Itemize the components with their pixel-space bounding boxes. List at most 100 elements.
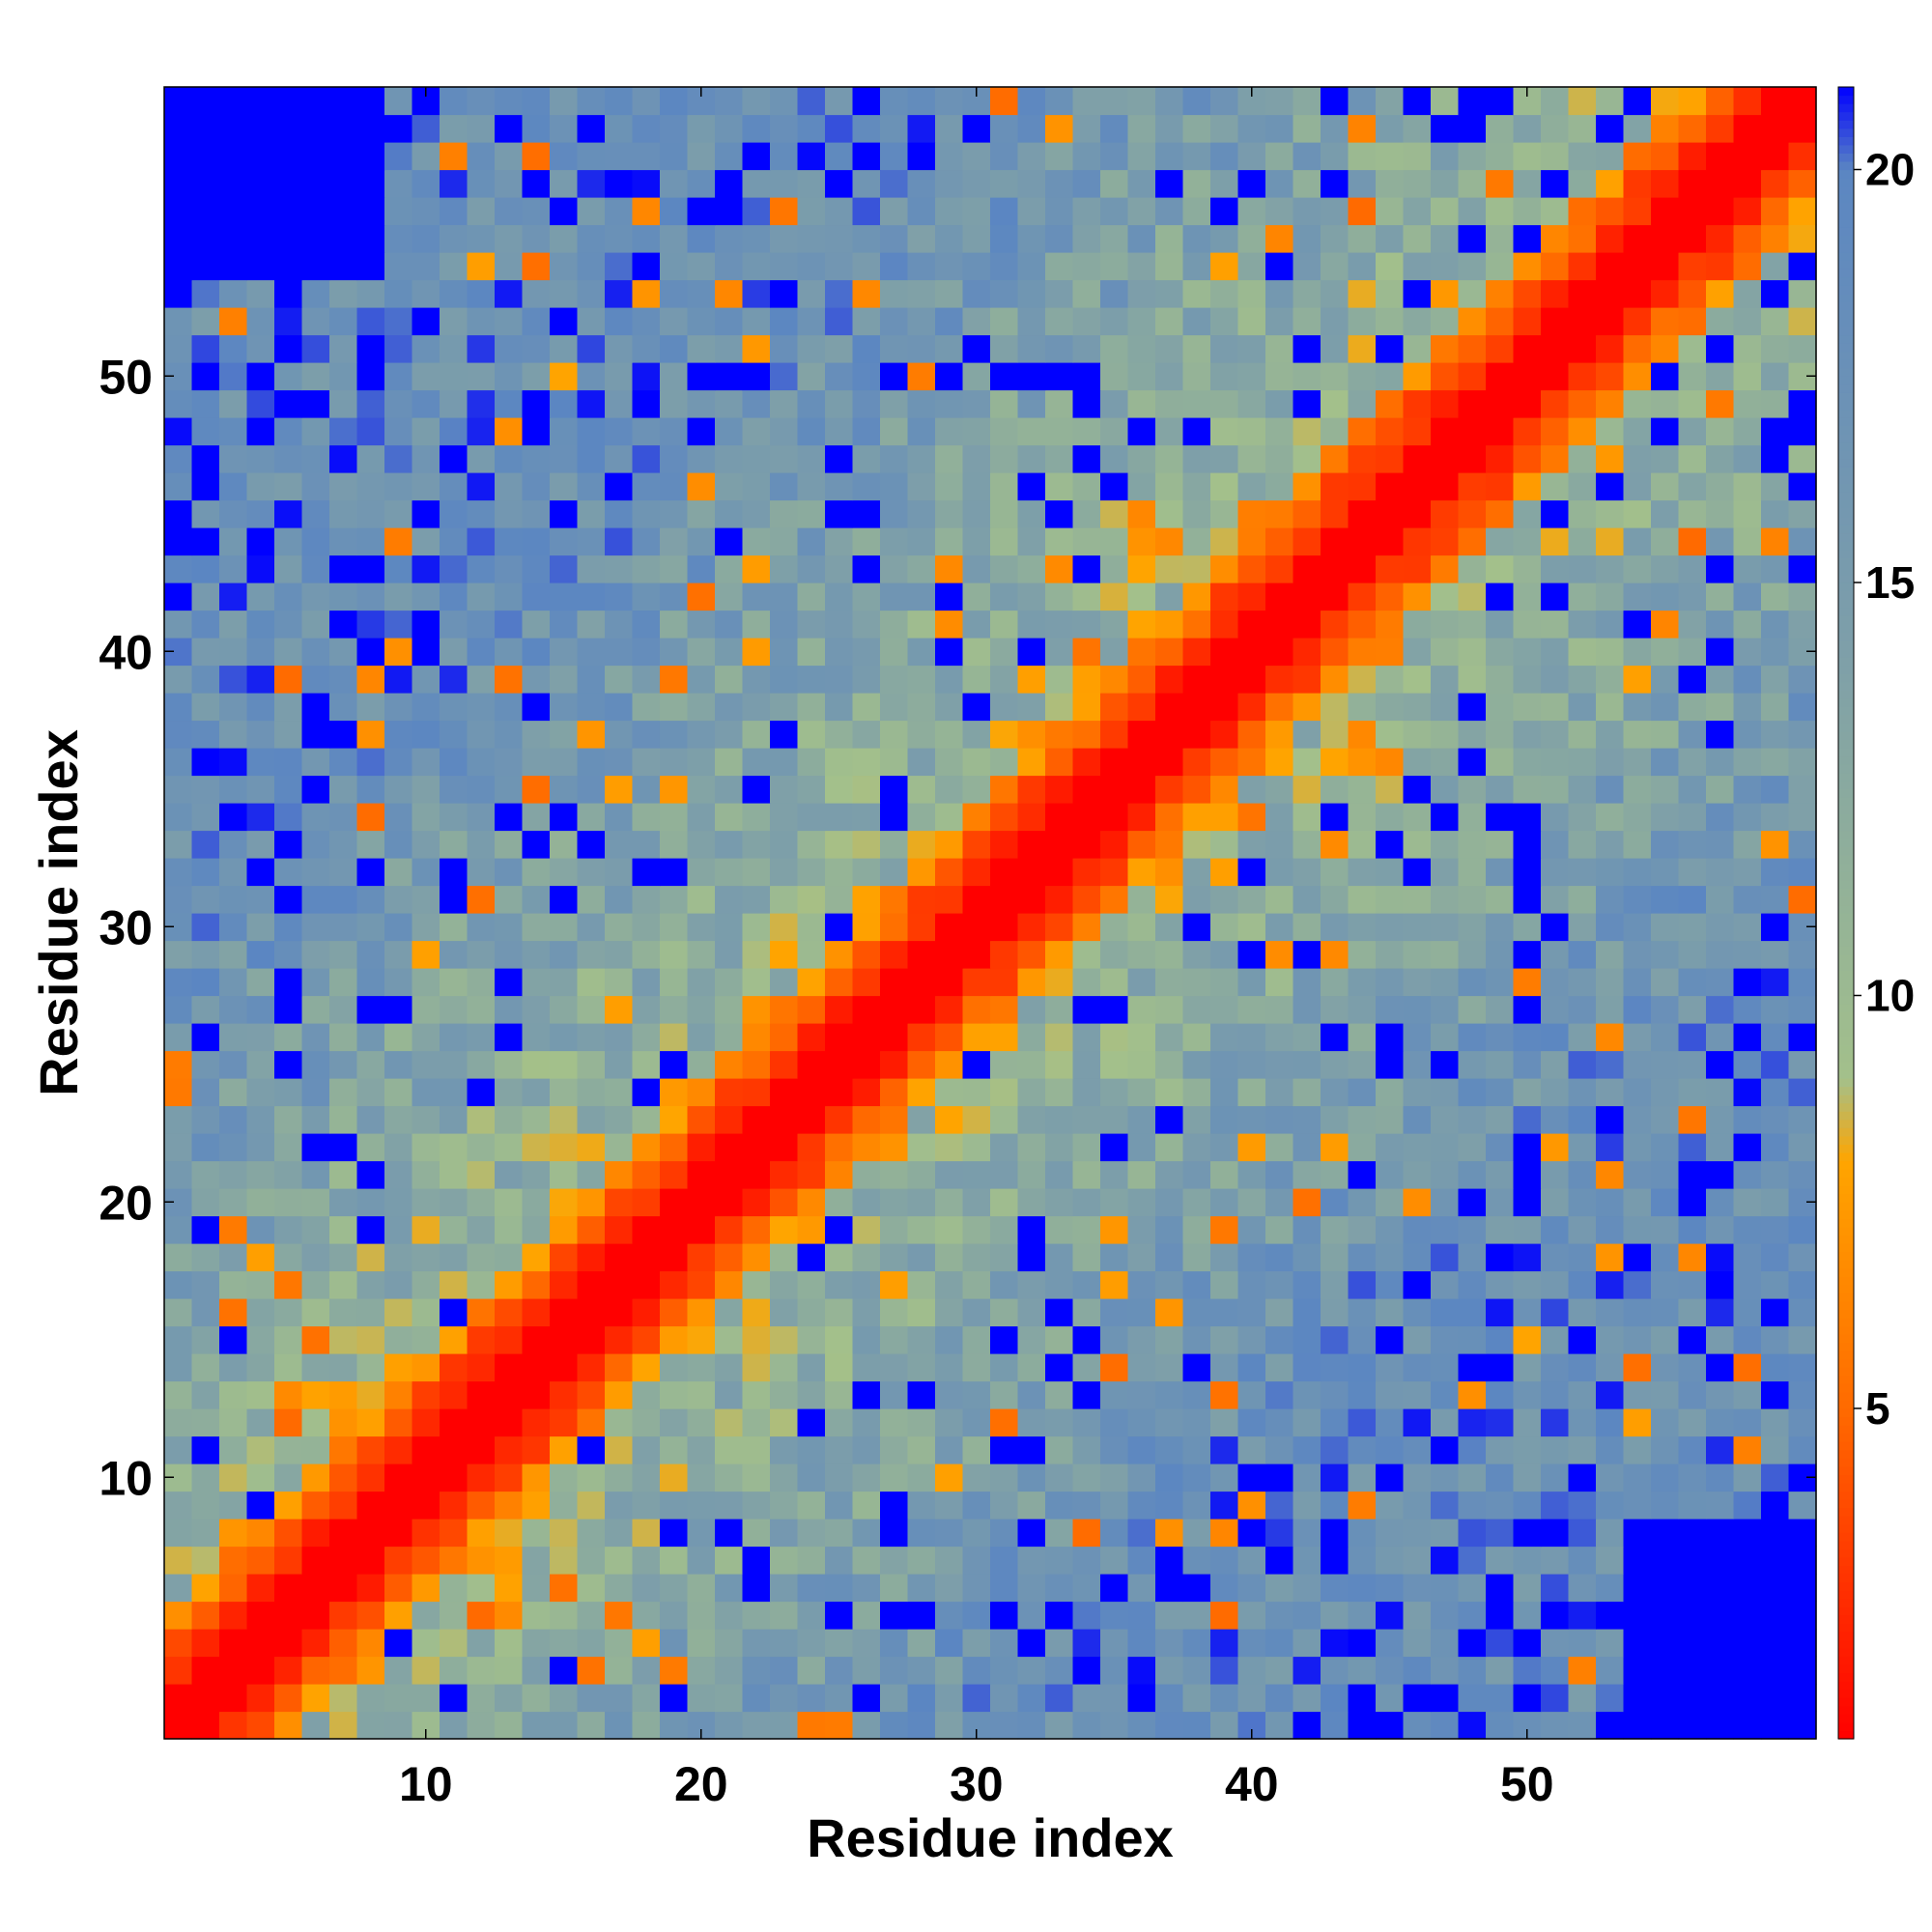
heatmap-cell [219,1408,248,1437]
heatmap-cell [1017,1298,1046,1327]
heatmap-cell [164,334,193,363]
heatmap-cell [1100,803,1129,832]
heatmap-cell [274,720,303,749]
heatmap-cell [1761,803,1790,832]
colorbar-segment [1838,417,1854,427]
heatmap-cell [495,995,524,1024]
heatmap-cell [301,1380,330,1409]
heatmap-cell [1017,1023,1046,1052]
heatmap-cell [1403,1050,1432,1079]
heatmap-cell [495,830,524,859]
heatmap-cell [1072,638,1101,667]
heatmap-cell [1568,444,1597,473]
colorbar-segment [1838,1235,1854,1244]
heatmap-cell [715,1353,744,1382]
heatmap-cell [1761,527,1790,556]
heatmap-cell [797,968,826,997]
heatmap-cell [164,389,193,418]
heatmap-cell [384,197,413,226]
heatmap-cell [605,252,634,281]
heatmap-cell [715,1105,744,1134]
heatmap-cell [907,444,936,473]
heatmap-cell [1733,1656,1762,1685]
heatmap-cell [797,1491,826,1520]
heatmap-cell [219,1105,248,1134]
heatmap-cell [467,638,496,667]
heatmap-cell [797,748,826,777]
heatmap-cell [907,389,936,418]
heatmap-cell [1127,1684,1156,1713]
heatmap-cell [412,1050,440,1079]
heatmap-cell [1706,1023,1735,1052]
heatmap-cell [495,114,524,143]
heatmap-cell [1403,1656,1432,1685]
heatmap-cell [880,1243,909,1272]
heatmap-cell [1788,1298,1817,1327]
heatmap-cell [1265,334,1294,363]
heatmap-cell [219,1601,248,1630]
heatmap-cell [1045,1711,1074,1740]
heatmap-cell [1237,610,1266,639]
heatmap-cell [1788,582,1817,611]
heatmap-cell [1127,472,1156,501]
heatmap-cell [1513,775,1542,804]
heatmap-cell [550,1078,579,1107]
heatmap-cell [1265,610,1294,639]
colorbar-segment [1838,1458,1854,1467]
heatmap-cell [301,499,330,528]
heatmap-cell [1127,1463,1156,1492]
heatmap-cell [1376,1491,1405,1520]
heatmap-cell [1486,968,1515,997]
heatmap-cell [770,499,799,528]
heatmap-cell [687,968,716,997]
heatmap-cell [962,1353,991,1382]
heatmap-cell [1568,775,1597,804]
heatmap-cell [1182,87,1211,116]
heatmap-cell [1678,1105,1707,1134]
heatmap-cell [1403,638,1432,667]
heatmap-cell [1651,334,1680,363]
heatmap-cell [1623,775,1652,804]
heatmap-cell [329,307,358,336]
heatmap-cell [1486,1519,1515,1548]
heatmap-cell [1017,307,1046,336]
heatmap-cell [770,830,799,859]
heatmap-cell [660,968,689,997]
heatmap-cell [1072,913,1101,942]
heatmap-cell [246,775,275,804]
heatmap-cell [191,1243,220,1272]
heatmap-cell [522,417,551,446]
heatmap-cell [1321,1435,1350,1464]
heatmap-cell [632,1463,661,1492]
heatmap-cell [1017,1463,1046,1492]
colorbar-segment [1838,474,1854,484]
heatmap-cell [1293,1711,1321,1740]
heatmap-cell [962,1215,991,1244]
colorbar-segment [1838,855,1854,865]
heatmap-cell [1623,1546,1652,1575]
heatmap-cell [1431,1023,1460,1052]
colorbar-segment [1838,1681,1854,1690]
heatmap-cell [1513,665,1542,694]
heatmap-cell [880,169,909,198]
heatmap-cell [1072,114,1101,143]
colorbar-segment [1838,1078,1854,1088]
heatmap-cell [1017,858,1046,887]
heatmap-cell [1100,1574,1129,1603]
heatmap-cell [467,1270,496,1299]
heatmap-cell [550,307,579,336]
heatmap-cell [1678,1546,1707,1575]
heatmap-cell [1623,665,1652,694]
heatmap-cell [715,1574,744,1603]
heatmap-cell [935,665,964,694]
heatmap-cell [632,720,661,749]
heatmap-cell [687,142,716,171]
heatmap-cell [907,1711,936,1740]
colorbar-segment [1838,1590,1854,1600]
heatmap-cell [1678,169,1707,198]
heatmap-cell [825,417,854,446]
heatmap-cell [1210,638,1239,667]
colorbar-segment [1838,194,1854,204]
heatmap-cell [219,803,248,832]
heatmap-cell [1788,142,1817,171]
